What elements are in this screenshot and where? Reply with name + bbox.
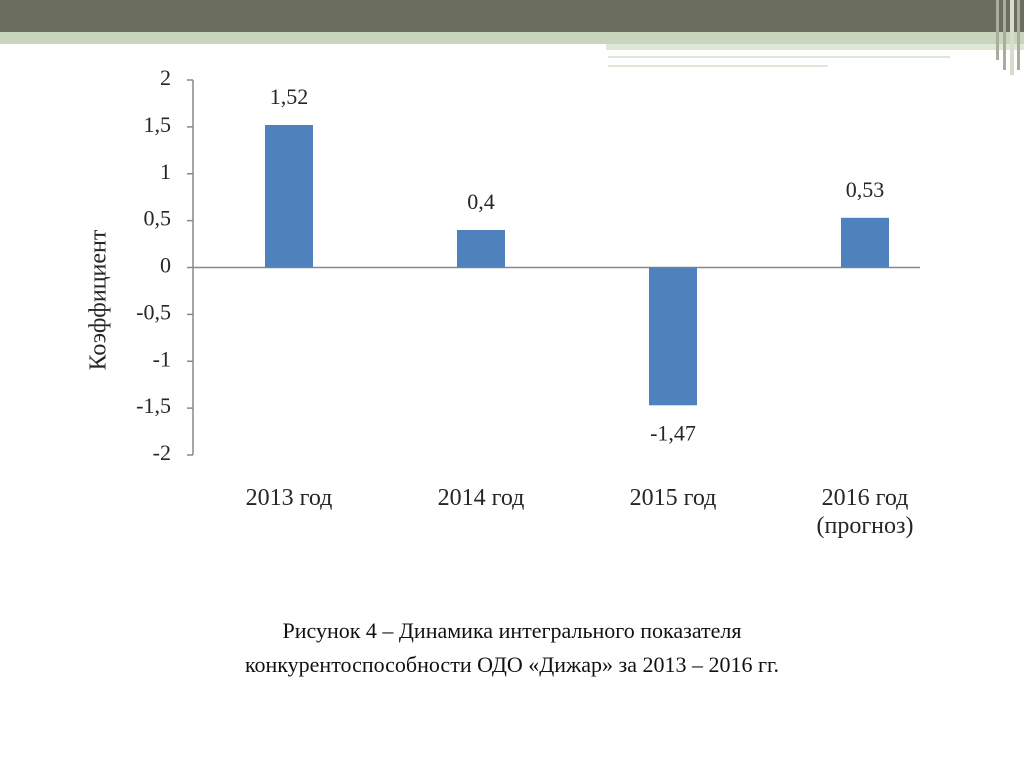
y-tick-label: 1 [160, 159, 171, 184]
bar [841, 217, 889, 268]
value-label: -1,47 [650, 420, 696, 445]
y-tick-label: -2 [153, 440, 171, 465]
header-stripe [0, 32, 1024, 44]
y-tick-label: 1,5 [144, 112, 172, 137]
bar [649, 267, 697, 406]
y-tick-label: 0,5 [144, 206, 172, 231]
value-label: 0,4 [467, 189, 495, 214]
x-tick-label: 2016 год (прогноз) [816, 485, 914, 539]
header-stripe [606, 44, 1024, 50]
y-tick-label: 0 [160, 253, 171, 278]
y-tick-label: -1 [153, 346, 171, 371]
y-tick-label: 2 [160, 65, 171, 90]
right-decor [996, 0, 1020, 75]
y-axis-label: Коэффициент [86, 229, 112, 370]
bar [457, 230, 505, 268]
value-label: 0,53 [846, 177, 885, 202]
caption: Рисунок 4 – Динамика интегрального показ… [282, 618, 742, 643]
header-band [0, 0, 1024, 32]
bar [265, 125, 313, 268]
x-tick-label: 2015 год [629, 485, 717, 511]
value-label: 1,52 [270, 84, 309, 109]
y-tick-label: -1,5 [136, 393, 171, 418]
caption: конкурентоспособности ОДО «Дижар» за 201… [244, 652, 780, 677]
x-tick-label: 2013 год [245, 485, 333, 511]
y-tick-label: -0,5 [136, 299, 171, 324]
x-tick-label: 2014 год [437, 485, 525, 511]
